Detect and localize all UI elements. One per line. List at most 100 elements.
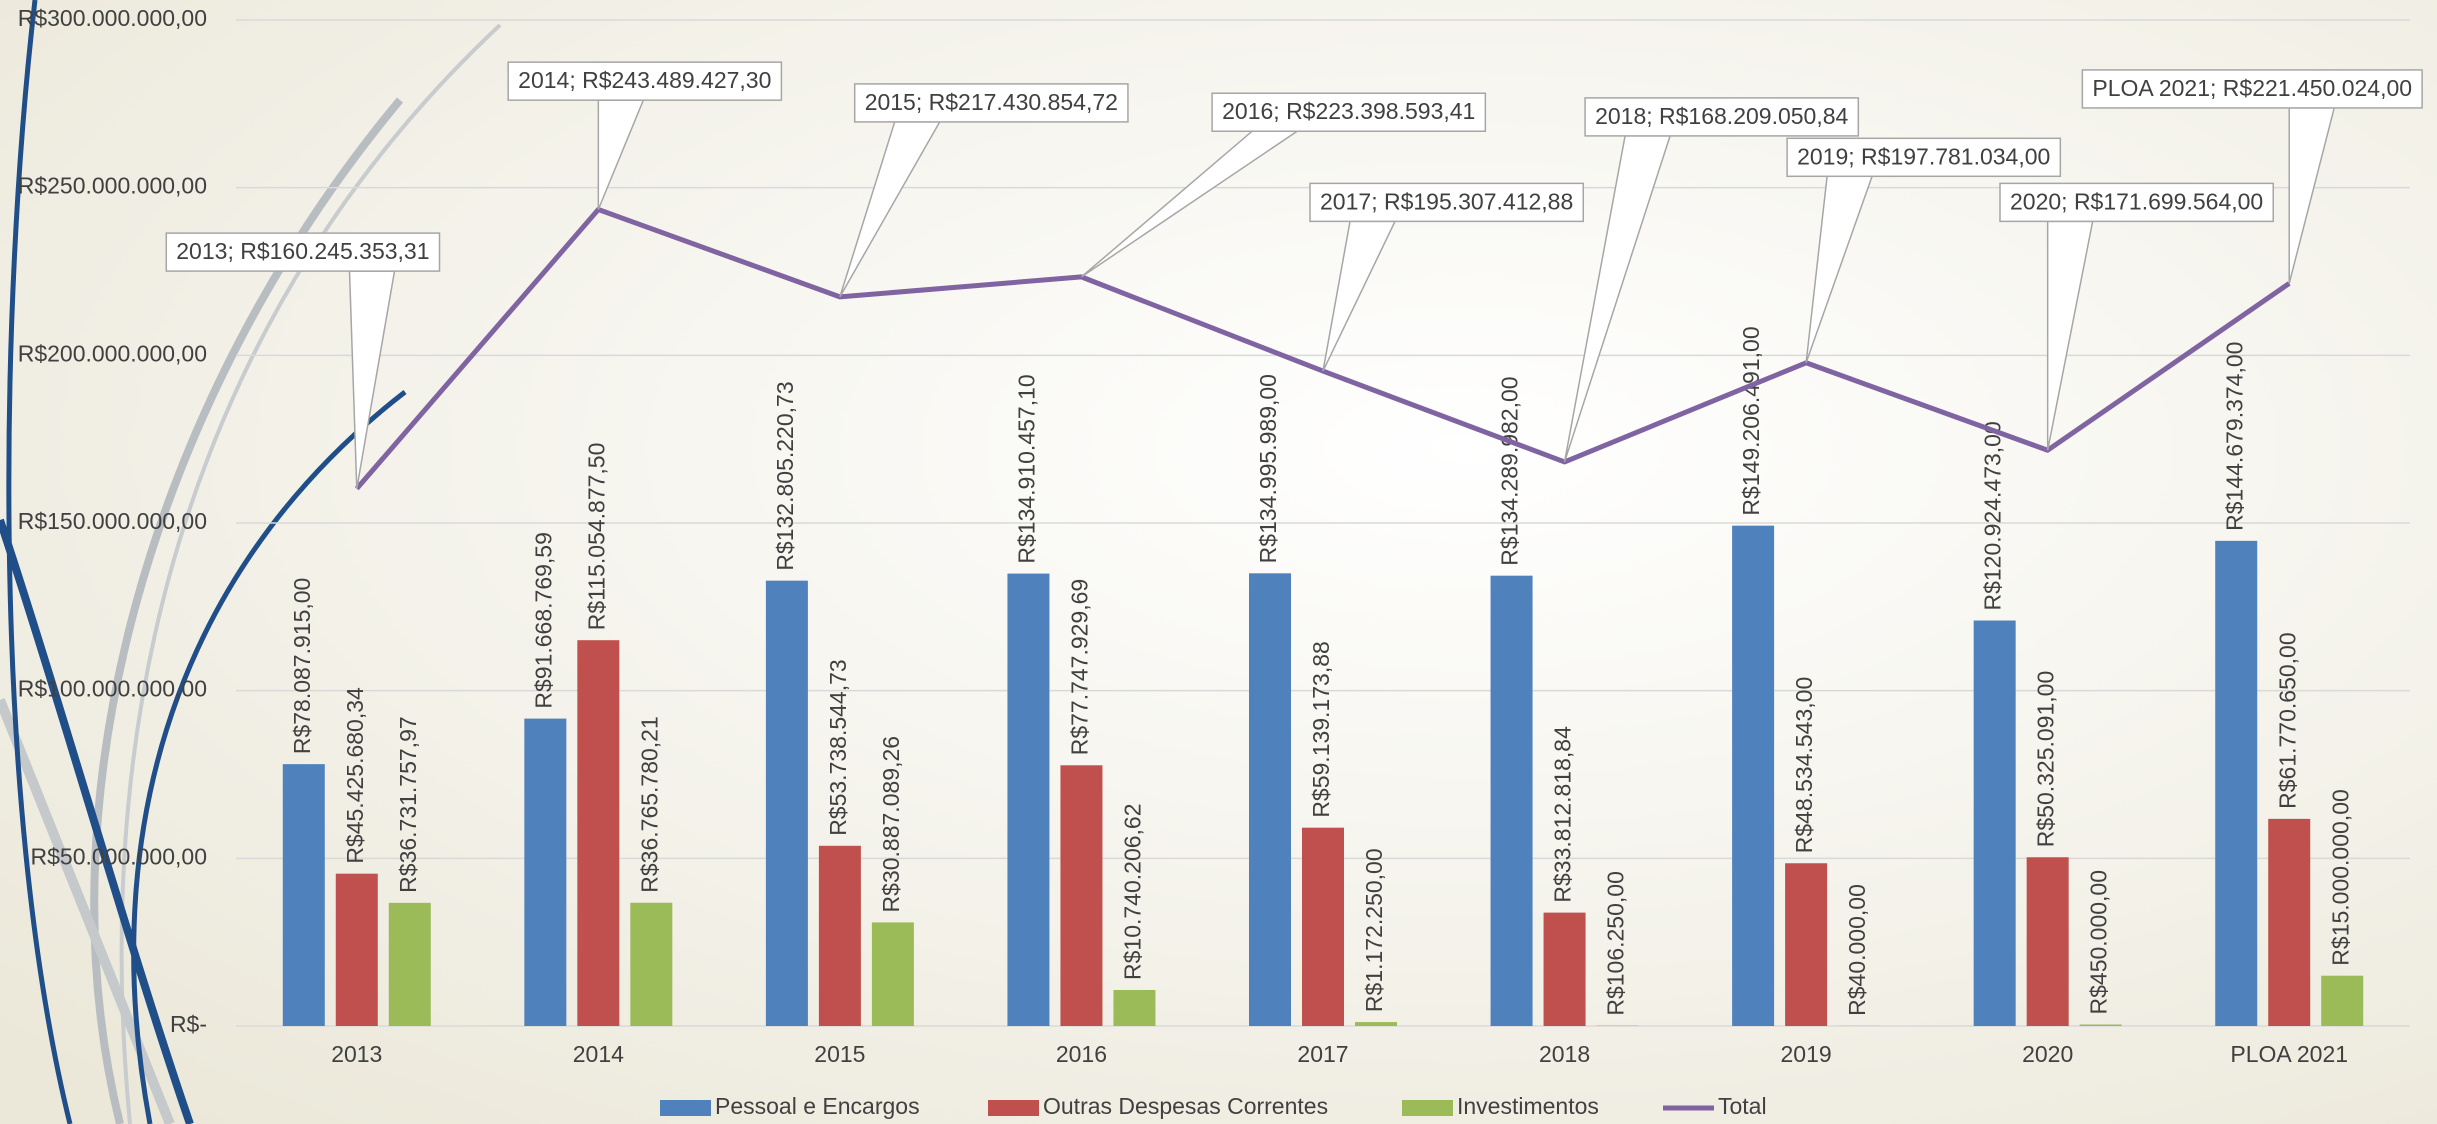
callout-separator: ; (2210, 75, 2223, 101)
callout-label: 2014; R$243.489.427,30 (518, 67, 771, 93)
bar (1302, 828, 1344, 1026)
data-label: R$45.425.680,34 (342, 687, 368, 864)
callout-category: 2017 (1320, 188, 1371, 214)
x-tick-label: 2020 (2022, 1041, 2073, 1067)
x-tick-label: 2014 (573, 1041, 624, 1067)
bar (630, 903, 672, 1026)
bar (2027, 857, 2069, 1026)
data-label: R$120.924.473,00 (1980, 421, 2006, 610)
data-label: R$77.747.929,69 (1067, 579, 1093, 756)
y-tick-label: R$150.000.000,00 (18, 508, 207, 534)
data-label: R$134.910.457,10 (1014, 374, 1040, 563)
data-label: R$40.000,00 (1844, 884, 1870, 1016)
callout-separator: ; (1646, 103, 1659, 129)
x-tick-label: 2018 (1539, 1041, 1590, 1067)
callout-separator: ; (916, 89, 929, 115)
bar (336, 874, 378, 1026)
legend-swatch (660, 1100, 711, 1116)
callout-label: 2013; R$160.245.353,31 (176, 238, 429, 264)
chart: R$- R$50.000.000,00 R$100.000.000,00 R$150.… (0, 0, 2437, 1124)
data-label: R$450.000,00 (2086, 870, 2112, 1015)
callout-separator: ; (1371, 188, 1384, 214)
callout-value: R$171.699.564,00 (2074, 188, 2263, 214)
callout-value: R$221.450.024,00 (2223, 75, 2412, 101)
legend-label: Investimentos (1457, 1093, 1599, 1119)
data-label: R$91.668.769,59 (530, 532, 556, 709)
callout-separator: ; (1273, 98, 1286, 124)
x-tick-label: 2016 (1056, 1041, 1107, 1067)
callout-label: 2016; R$223.398.593,41 (1222, 98, 1475, 124)
callout-category: 2019 (1797, 143, 1848, 169)
callout-separator: ; (227, 238, 240, 264)
bar (2321, 976, 2363, 1026)
bar (1974, 620, 2016, 1026)
bar (1113, 990, 1155, 1026)
y-tick-label: R$200.000.000,00 (18, 340, 207, 366)
bar (1732, 526, 1774, 1026)
callout-value: R$197.781.034,00 (1861, 143, 2050, 169)
data-label: R$1.172.250,00 (1361, 848, 1387, 1012)
data-label: R$30.887.089,26 (878, 736, 904, 913)
data-label: R$144.679.374,00 (2221, 342, 2247, 531)
data-label: R$106.250,00 (1603, 871, 1629, 1016)
bar (1060, 765, 1102, 1026)
callout-separator: ; (569, 67, 582, 93)
legend-label: Outras Despesas Correntes (1043, 1093, 1328, 1119)
bar (524, 719, 566, 1026)
legend-swatch (988, 1100, 1039, 1116)
bar (766, 581, 808, 1026)
data-label: R$36.731.757,97 (395, 716, 421, 893)
callout-label: 2015; R$217.430.854,72 (865, 89, 1118, 115)
y-tick-label: R$100.000.000,00 (18, 676, 207, 702)
callout-value: R$195.307.412,88 (1384, 188, 1573, 214)
legend-label: Pessoal e Encargos (715, 1093, 920, 1119)
data-label: R$134.289.982,00 (1497, 376, 1523, 565)
data-label: R$134.995.989,00 (1255, 374, 1281, 563)
legend-label: Total (1718, 1093, 1767, 1119)
bar (577, 640, 619, 1026)
data-label: R$10.740.206,62 (1120, 803, 1146, 980)
callout-separator: ; (2061, 188, 2074, 214)
data-label: R$115.054.877,50 (583, 443, 609, 631)
callout-separator: ; (1848, 143, 1861, 169)
data-label: R$78.087.915,00 (289, 578, 315, 755)
data-label: R$33.812.818,84 (1550, 726, 1576, 903)
callout-category: 2015 (865, 89, 916, 115)
x-tick-label: 2019 (1781, 1041, 1832, 1067)
data-label: R$53.738.544,73 (825, 659, 851, 836)
bar (1249, 573, 1291, 1026)
callout-value: R$217.430.854,72 (929, 89, 1118, 115)
bar (2215, 541, 2257, 1026)
x-tick-label: 2013 (331, 1041, 382, 1067)
data-label: R$36.765.780,21 (636, 716, 662, 893)
data-label: R$59.139.173,88 (1308, 641, 1334, 818)
y-tick-label: R$- (170, 1011, 207, 1037)
bar (1491, 576, 1533, 1026)
x-tick-label: 2015 (814, 1041, 865, 1067)
x-tick-label: PLOA 2021 (2230, 1041, 2348, 1067)
bar (1007, 574, 1049, 1026)
bar (283, 764, 325, 1026)
callout-category: 2013 (176, 238, 227, 264)
bar (1544, 913, 1586, 1026)
data-label: R$50.325.091,00 (2033, 671, 2059, 847)
callout-category: 2020 (2010, 188, 2061, 214)
callout-label: 2018; R$168.209.050,84 (1595, 103, 1848, 129)
callout-value: R$223.398.593,41 (1286, 98, 1475, 124)
y-tick-label: R$300.000.000,00 (18, 5, 207, 31)
callout-label: 2020; R$171.699.564,00 (2010, 188, 2263, 214)
legend-swatch (1402, 1100, 1453, 1116)
callout-category: 2016 (1222, 98, 1273, 124)
callout-label: 2017; R$195.307.412,88 (1320, 188, 1573, 214)
y-tick-label: R$50.000.000,00 (31, 843, 208, 869)
bar (2080, 1024, 2122, 1026)
bar (1355, 1022, 1397, 1026)
data-label: R$132.805.220,73 (772, 381, 798, 570)
data-label: R$149.206.491,00 (1738, 326, 1764, 515)
bar (819, 846, 861, 1026)
data-label: R$61.770.650,00 (2274, 632, 2300, 809)
callout-value: R$160.245.353,31 (240, 238, 429, 264)
callout-category: 2014 (518, 67, 569, 93)
callout-category: PLOA 2021 (2092, 75, 2210, 101)
bar (389, 903, 431, 1026)
